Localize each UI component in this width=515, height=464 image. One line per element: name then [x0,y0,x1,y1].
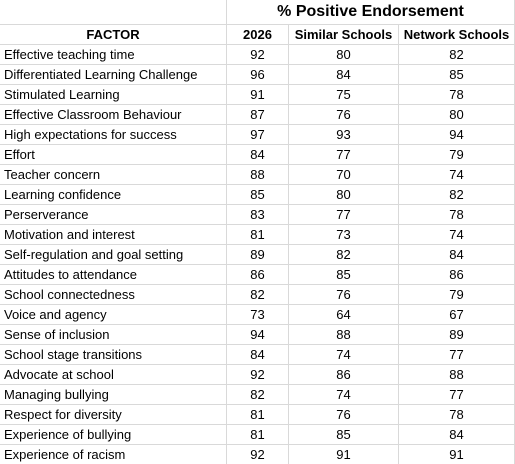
value-cell: 83 [227,205,289,225]
value-cell: 87 [227,105,289,125]
factor-name: Effective Classroom Behaviour [0,105,227,125]
factor-name: School connectedness [0,285,227,305]
empty-cell [0,0,227,25]
value-cell: 82 [399,45,515,65]
header-group: % Positive Endorsement [227,0,515,25]
value-cell: 77 [289,205,399,225]
value-cell: 77 [399,385,515,405]
value-cell: 94 [227,325,289,345]
value-cell: 84 [399,245,515,265]
value-cell: 78 [399,205,515,225]
factor-name: Self-regulation and goal setting [0,245,227,265]
value-cell: 84 [399,425,515,445]
value-cell: 79 [399,285,515,305]
value-cell: 94 [399,125,515,145]
column-header: Similar Schools [289,25,399,45]
value-cell: 86 [289,365,399,385]
value-cell: 78 [399,85,515,105]
value-cell: 85 [289,265,399,285]
value-cell: 74 [399,225,515,245]
value-cell: 76 [289,285,399,305]
value-cell: 82 [227,385,289,405]
value-cell: 73 [227,305,289,325]
value-cell: 91 [399,445,515,464]
value-cell: 73 [289,225,399,245]
value-cell: 78 [399,405,515,425]
factor-name: School stage transitions [0,345,227,365]
value-cell: 91 [227,85,289,105]
factor-name: Teacher concern [0,165,227,185]
value-cell: 84 [227,345,289,365]
factor-name: Perserverance [0,205,227,225]
value-cell: 86 [227,265,289,285]
value-cell: 75 [289,85,399,105]
value-cell: 92 [227,445,289,464]
factor-name: Experience of racism [0,445,227,464]
value-cell: 67 [399,305,515,325]
column-header: Network Schools [399,25,515,45]
value-cell: 74 [289,385,399,405]
factor-name: Attitudes to attendance [0,265,227,285]
value-cell: 85 [399,65,515,85]
value-cell: 92 [227,365,289,385]
value-cell: 76 [289,105,399,125]
value-cell: 88 [399,365,515,385]
factor-name: Advocate at school [0,365,227,385]
value-cell: 82 [399,185,515,205]
value-cell: 86 [399,265,515,285]
value-cell: 82 [227,285,289,305]
factor-name: Experience of bullying [0,425,227,445]
value-cell: 64 [289,305,399,325]
value-cell: 92 [227,45,289,65]
factor-name: Managing bullying [0,385,227,405]
value-cell: 84 [289,65,399,85]
value-cell: 80 [289,45,399,65]
value-cell: 88 [289,325,399,345]
factor-name: Sense of inclusion [0,325,227,345]
value-cell: 74 [289,345,399,365]
value-cell: 80 [399,105,515,125]
value-cell: 82 [289,245,399,265]
factor-name: High expectations for success [0,125,227,145]
value-cell: 76 [289,405,399,425]
factor-name: Differentiated Learning Challenge [0,65,227,85]
factor-name: Effective teaching time [0,45,227,65]
value-cell: 74 [399,165,515,185]
value-cell: 77 [399,345,515,365]
value-cell: 81 [227,225,289,245]
value-cell: 89 [227,245,289,265]
value-cell: 89 [399,325,515,345]
value-cell: 85 [227,185,289,205]
value-cell: 85 [289,425,399,445]
factor-name: Respect for diversity [0,405,227,425]
value-cell: 77 [289,145,399,165]
value-cell: 97 [227,125,289,145]
value-cell: 80 [289,185,399,205]
column-header: FACTOR [0,25,227,45]
value-cell: 70 [289,165,399,185]
value-cell: 81 [227,425,289,445]
factor-name: Motivation and interest [0,225,227,245]
value-cell: 96 [227,65,289,85]
value-cell: 91 [289,445,399,464]
column-header: 2026 [227,25,289,45]
value-cell: 81 [227,405,289,425]
value-cell: 84 [227,145,289,165]
factor-name: Learning confidence [0,185,227,205]
value-cell: 79 [399,145,515,165]
factor-name: Effort [0,145,227,165]
factor-name: Stimulated Learning [0,85,227,105]
value-cell: 88 [227,165,289,185]
value-cell: 93 [289,125,399,145]
factor-name: Voice and agency [0,305,227,325]
